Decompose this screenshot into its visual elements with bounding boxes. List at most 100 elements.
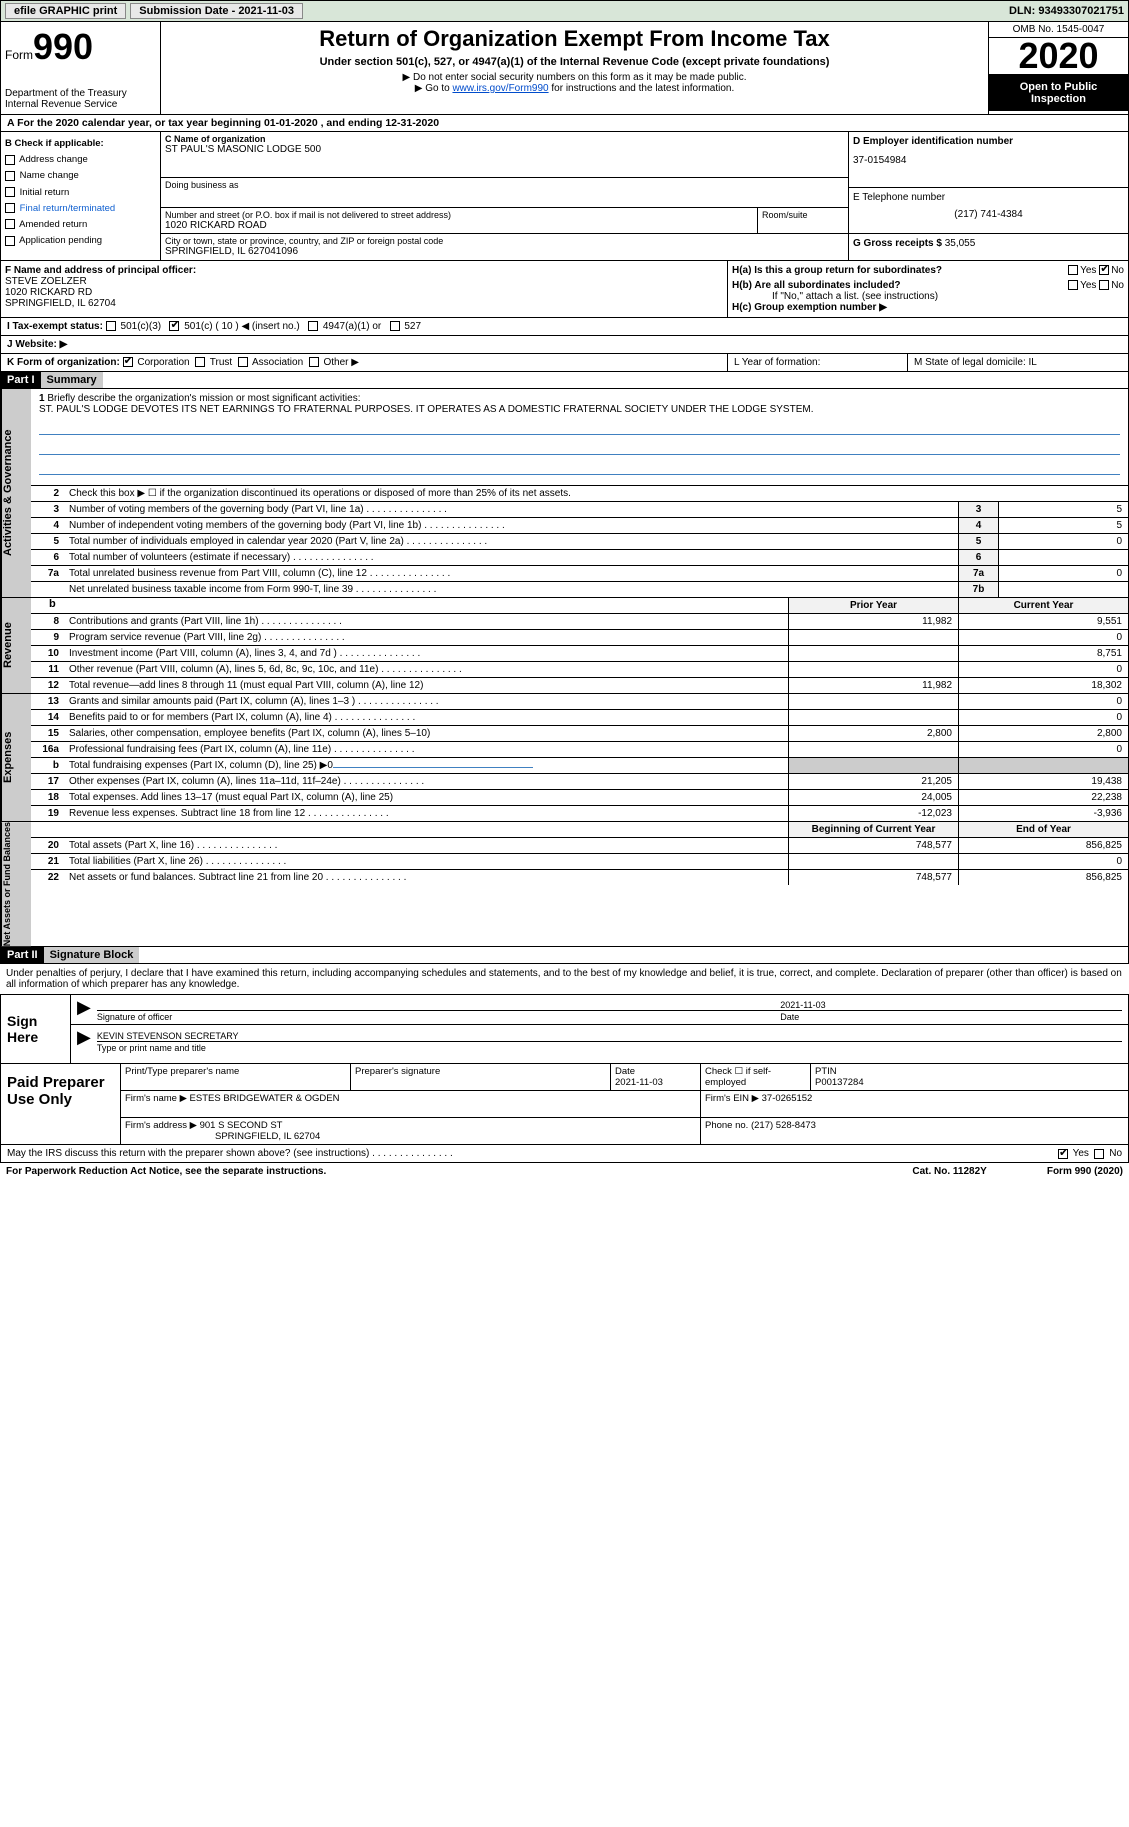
vtab-rev: Revenue bbox=[1, 598, 31, 693]
sig-arrow-icon2: ▶ bbox=[77, 1027, 91, 1053]
b-init: Initial return bbox=[5, 185, 156, 200]
org-name-box: C Name of organization ST PAUL'S MASONIC… bbox=[161, 132, 848, 178]
b-app: Application pending bbox=[5, 233, 156, 248]
mission-box: 1 Briefly describe the organization's mi… bbox=[31, 389, 1128, 486]
sig-officer: Signature of officer bbox=[97, 997, 780, 1022]
hb: H(b) Are all subordinates included? bbox=[732, 280, 901, 291]
col-right: D Employer identification number 37-0154… bbox=[848, 132, 1128, 260]
officer-addr2: SPRINGFIELD, IL 62704 bbox=[5, 298, 116, 309]
irs-link[interactable]: www.irs.gov/Form990 bbox=[452, 83, 548, 94]
prep-left: Paid Preparer Use Only bbox=[1, 1064, 121, 1144]
m-lbl: Briefly describe the organization's miss… bbox=[47, 393, 360, 404]
prep-h4[interactable]: Check ☐ if self-employed bbox=[701, 1064, 811, 1090]
form-subtitle: Under section 501(c), 527, or 4947(a)(1)… bbox=[165, 56, 984, 68]
row-16b: bTotal fundraising expenses (Part IX, co… bbox=[31, 758, 1128, 774]
ts-b: 501(c) ( 10 ) ◀ (insert no.) bbox=[184, 321, 300, 332]
officer-addr1: 1020 RICKARD RD bbox=[5, 287, 92, 298]
b-addr: Address change bbox=[5, 152, 156, 167]
row-8: 8Contributions and grants (Part VIII, li… bbox=[31, 614, 1128, 630]
part1-tag: Part I bbox=[1, 372, 41, 388]
form-number: 990 bbox=[33, 26, 93, 67]
row-6: 6Total number of volunteers (estimate if… bbox=[31, 550, 1128, 566]
sig-name: KEVIN STEVENSON SECRETARYType or print n… bbox=[97, 1027, 1122, 1053]
ein-lbl: D Employer identification number bbox=[853, 136, 1124, 147]
firm-phone: Phone no. (217) 528-8473 bbox=[701, 1118, 1128, 1144]
dba-box: Doing business as bbox=[161, 178, 848, 208]
footer: For Paperwork Reduction Act Notice, see … bbox=[0, 1163, 1129, 1180]
prep-block: Paid Preparer Use Only Print/Type prepar… bbox=[0, 1064, 1129, 1145]
sig-date: 2021-11-03Date bbox=[780, 997, 1122, 1022]
row-19: 19Revenue less expenses. Subtract line 1… bbox=[31, 806, 1128, 821]
prep-addr-row: Firm's address ▶ 901 S SECOND STSPRINGFI… bbox=[121, 1118, 1128, 1144]
city-lbl: City or town, state or province, country… bbox=[165, 236, 844, 246]
l-year: L Year of formation: bbox=[728, 354, 908, 371]
m-num: 1 bbox=[39, 393, 45, 404]
m-text: ST. PAUL'S LODGE DEVOTES ITS NET EARNING… bbox=[39, 404, 814, 415]
prep-header-row: Print/Type preparer's name Preparer's si… bbox=[121, 1064, 1128, 1091]
row-3: 3Number of voting members of the governi… bbox=[31, 502, 1128, 518]
k-lbl: K Form of organization: bbox=[7, 357, 120, 368]
prep-h2: Preparer's signature bbox=[351, 1064, 611, 1090]
prep-h1: Print/Type preparer's name bbox=[121, 1064, 351, 1090]
top-bar: efile GRAPHIC print Submission Date - 20… bbox=[0, 0, 1129, 22]
ts-a: 501(c)(3) bbox=[121, 321, 162, 332]
receipts-val: 35,055 bbox=[945, 238, 976, 249]
dept: Department of the Treasury Internal Reve… bbox=[5, 88, 156, 110]
b-name: Name change bbox=[5, 168, 156, 183]
street-box: Number and street (or P.O. box if mail i… bbox=[161, 208, 758, 233]
officer-lbl: F Name and address of principal officer: bbox=[5, 265, 196, 276]
instr2: ▶ Go to www.irs.gov/Form990 for instruct… bbox=[165, 83, 984, 94]
sig-arrow-icon: ▶ bbox=[77, 997, 91, 1022]
section-b: B Check if applicable: Address change Na… bbox=[1, 132, 161, 260]
k-d: Other ▶ bbox=[323, 357, 358, 368]
ts-lbl: I Tax-exempt status: bbox=[7, 321, 103, 332]
row-14: 14Benefits paid to or for members (Part … bbox=[31, 710, 1128, 726]
expenses-section: Expenses 13Grants and similar amounts pa… bbox=[0, 694, 1129, 822]
form-title: Return of Organization Exempt From Incom… bbox=[165, 26, 984, 52]
m-state: M State of legal domicile: IL bbox=[908, 354, 1128, 371]
part2-title: Signature Block bbox=[44, 947, 140, 963]
header-center: Return of Organization Exempt From Incom… bbox=[161, 22, 988, 114]
tax-year: 2020 bbox=[989, 38, 1128, 75]
org-name: ST PAUL'S MASONIC LODGE 500 bbox=[165, 144, 844, 155]
vtab-gov: Activities & Governance bbox=[1, 389, 31, 597]
gov-section: Activities & Governance 1 Briefly descri… bbox=[0, 389, 1129, 598]
sig-block: Sign Here ▶ Signature of officer 2021-11… bbox=[0, 994, 1129, 1064]
part1-header: Part ISummary bbox=[0, 372, 1129, 389]
b-amend: Amended return bbox=[5, 217, 156, 232]
website-lbl: J Website: ▶ bbox=[7, 339, 67, 350]
addr-row: Number and street (or P.O. box if mail i… bbox=[161, 208, 848, 234]
h-prior: Prior Year bbox=[788, 598, 958, 613]
ts-d: 527 bbox=[404, 321, 421, 332]
fhi-row: F Name and address of principal officer:… bbox=[0, 261, 1129, 318]
footer-right: Form 990 (2020) bbox=[1047, 1166, 1123, 1177]
instr2a: ▶ Go to bbox=[415, 83, 453, 94]
k-c: Association bbox=[252, 357, 303, 368]
ein-box: D Employer identification number 37-0154… bbox=[849, 132, 1128, 188]
row-7a: 7aTotal unrelated business revenue from … bbox=[31, 566, 1128, 582]
website-row: J Website: ▶ bbox=[0, 336, 1129, 354]
row-4: 4Number of independent voting members of… bbox=[31, 518, 1128, 534]
vtab-net: Net Assets or Fund Balances bbox=[1, 822, 31, 946]
part1-title: Summary bbox=[41, 372, 103, 388]
city: SPRINGFIELD, IL 627041096 bbox=[165, 246, 844, 257]
hb-note: If "No," attach a list. (see instruction… bbox=[772, 291, 1124, 302]
receipts-box: G Gross receipts $ 35,055 bbox=[849, 234, 1128, 260]
efile-btn[interactable]: efile GRAPHIC print bbox=[5, 3, 126, 19]
prep-h3: Date2021-11-03 bbox=[611, 1064, 701, 1090]
phone-val: (217) 741-4384 bbox=[853, 209, 1124, 220]
row-15: 15Salaries, other compensation, employee… bbox=[31, 726, 1128, 742]
prep-firm-row: Firm's name ▶ ESTES BRIDGEWATER & OGDEN … bbox=[121, 1091, 1128, 1118]
hc: H(c) Group exemption number ▶ bbox=[732, 302, 887, 313]
b-label: B Check if applicable: bbox=[5, 136, 156, 151]
row-22: 22Net assets or fund balances. Subtract … bbox=[31, 870, 1128, 885]
instr2b: for instructions and the latest informat… bbox=[549, 83, 735, 94]
ts-c: 4947(a)(1) or bbox=[323, 321, 381, 332]
discuss-row: May the IRS discuss this return with the… bbox=[0, 1145, 1129, 1163]
row-13: 13Grants and similar amounts paid (Part … bbox=[31, 694, 1128, 710]
discuss-text: May the IRS discuss this return with the… bbox=[7, 1148, 453, 1159]
h-curr: Current Year bbox=[958, 598, 1128, 613]
main-info: B Check if applicable: Address change Na… bbox=[0, 132, 1129, 261]
header-left: Form990 Department of the Treasury Inter… bbox=[1, 22, 161, 114]
officer-name: STEVE ZOELZER bbox=[5, 276, 87, 287]
